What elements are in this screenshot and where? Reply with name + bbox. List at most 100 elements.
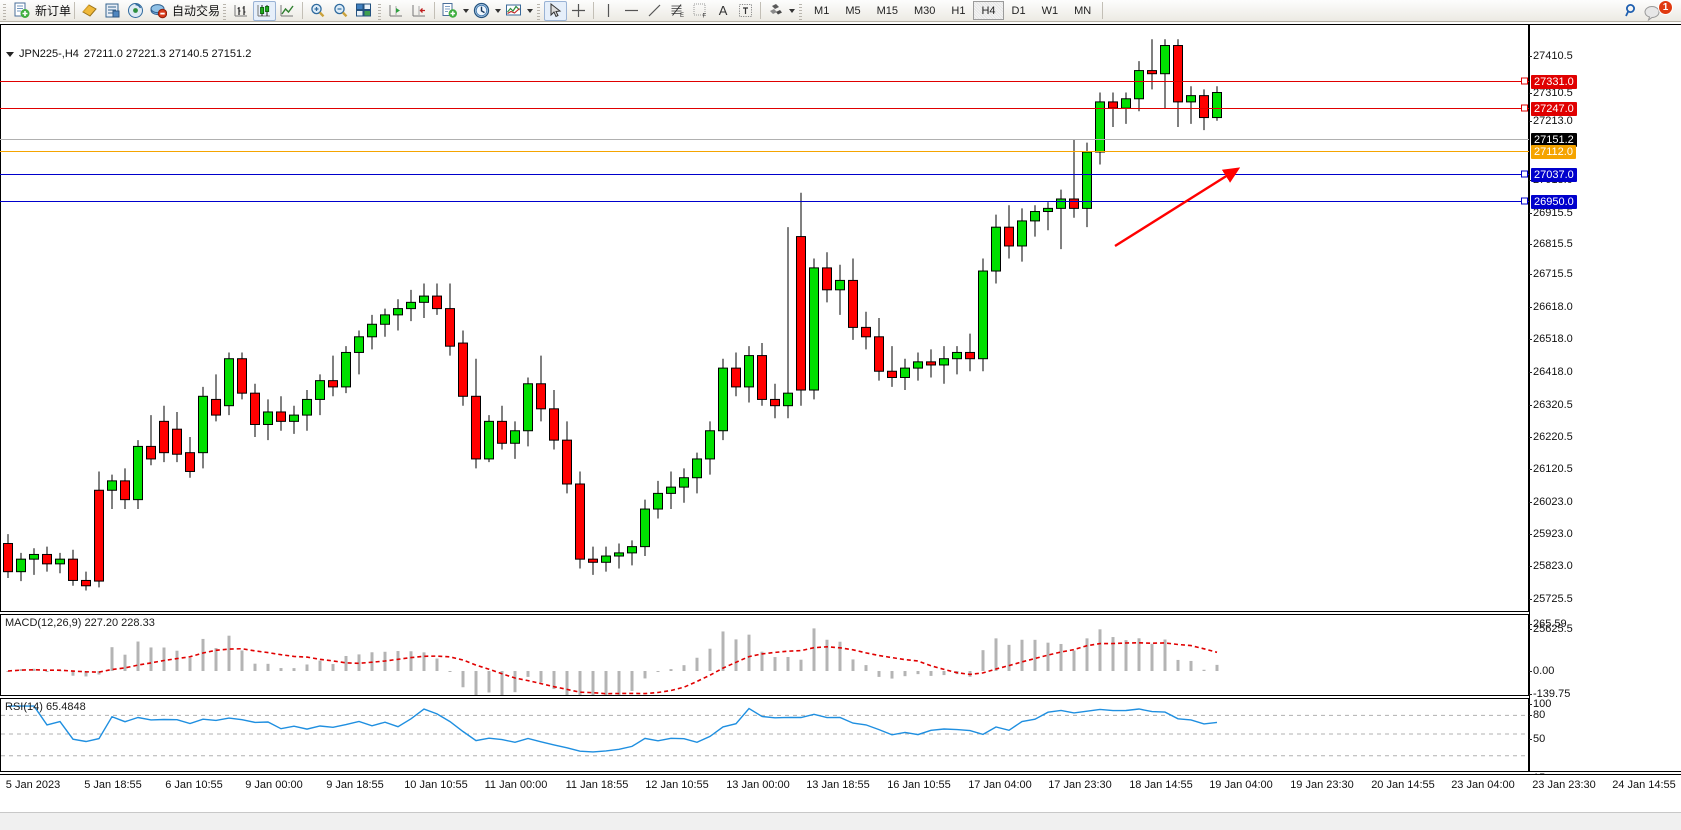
indicators-icon[interactable] — [502, 1, 525, 21]
timeframe-w1[interactable]: W1 — [1041, 4, 1059, 17]
candle — [653, 492, 663, 510]
line-27331-handle[interactable] — [1521, 77, 1528, 85]
autotrading-label[interactable]: 自动交易 — [172, 4, 221, 18]
macd-bar — [292, 668, 296, 671]
candle — [822, 267, 832, 291]
bid-level-27112[interactable]: 27112.0 — [1531, 145, 1576, 159]
navigator-icon[interactable] — [124, 1, 147, 21]
chart-symbol-header[interactable]: JPN225-,H4 27211.0 27221.3 27140.5 27151… — [6, 48, 251, 60]
tile-windows-icon[interactable] — [352, 1, 375, 21]
price-scale[interactable]: 27410.527310.527213.027013.026915.526815… — [1528, 24, 1681, 791]
horizontal-line-icon[interactable] — [620, 1, 643, 21]
text-label-icon[interactable]: A — [718, 3, 728, 18]
current-price-27151[interactable]: 27151.2 — [1531, 133, 1577, 147]
macd-pane[interactable]: MACD(12,26,9) 227.20 228.33 — [0, 614, 1529, 696]
toolbar-grip-5[interactable] — [797, 1, 805, 20]
fibonacci-icon[interactable]: E — [666, 1, 689, 21]
data-window-icon[interactable] — [101, 1, 124, 21]
new-order-label[interactable]: 新订单 — [35, 4, 72, 18]
symbol-period-label: JPN225-,H4 — [19, 48, 79, 60]
timeframe-h4[interactable]: H4 — [973, 1, 1004, 20]
price-pane[interactable] — [0, 24, 1529, 612]
line-27331[interactable] — [0, 81, 1529, 82]
new-order-button[interactable] — [10, 1, 33, 21]
candle — [1030, 211, 1040, 222]
candle — [965, 351, 975, 360]
candle — [978, 270, 988, 360]
resistance-level-27247[interactable]: 27247.0 — [1531, 102, 1577, 116]
price-tick: 26120.5 — [1529, 463, 1573, 475]
chart-area[interactable]: JPN225-,H4 27211.0 27221.3 27140.5 27151… — [0, 22, 1681, 812]
auto-scroll-icon[interactable] — [408, 1, 431, 21]
search-icon[interactable] — [1620, 1, 1643, 21]
price-tick: 26618.0 — [1529, 301, 1573, 313]
alerts-button[interactable]: 1 — [1643, 0, 1673, 21]
autotrading-icon[interactable] — [147, 1, 170, 21]
chart-shift-icon[interactable] — [385, 1, 408, 21]
zoom-in-icon[interactable] — [306, 1, 329, 21]
candle — [1212, 92, 1222, 119]
macd-bar — [929, 671, 933, 676]
templates-icon[interactable] — [438, 1, 461, 21]
vertical-line-icon[interactable] — [597, 1, 620, 21]
line-27247[interactable] — [0, 108, 1529, 109]
line-27037[interactable] — [0, 174, 1529, 175]
period-dropdown-caret[interactable] — [493, 1, 502, 21]
zoom-out-icon[interactable] — [329, 1, 352, 21]
price-tick: 25923.0 — [1529, 528, 1573, 540]
timeframe-m1[interactable]: M1 — [814, 4, 830, 17]
support-level-26950[interactable]: 26950.0 — [1531, 195, 1577, 209]
timeframe-mn[interactable]: MN — [1074, 4, 1092, 17]
crosshair-icon[interactable] — [567, 1, 590, 21]
toolbar-grip-2[interactable] — [221, 1, 229, 20]
time-scale[interactable]: 5 Jan 2023 5 Jan 18:55 6 Jan 10:55 9 Jan 00… — [0, 774, 1681, 796]
timeframe-d1[interactable]: D1 — [1011, 4, 1026, 17]
timeframe-m5[interactable]: M5 — [845, 4, 861, 17]
toolbar-grip-3[interactable] — [376, 1, 384, 20]
macd-bar — [526, 671, 530, 677]
objects-dropdown-caret[interactable] — [787, 1, 796, 21]
timeframe-h1[interactable]: H1 — [951, 4, 966, 17]
equidistant-channel-icon[interactable]: F — [689, 1, 712, 21]
price-tick: 25625.5 — [1529, 623, 1573, 635]
toolbar-grip-1[interactable] — [1, 1, 8, 20]
support-level-27037[interactable]: 27037.0 — [1531, 168, 1577, 182]
line-27112[interactable] — [0, 151, 1529, 152]
candle — [692, 458, 702, 479]
timeframe-m30[interactable]: M30 — [914, 4, 936, 17]
candle — [1186, 95, 1196, 103]
candle — [68, 558, 78, 581]
text-box-icon[interactable] — [734, 1, 757, 21]
candlestick-chart-icon[interactable] — [253, 0, 277, 21]
macd-bar — [396, 651, 400, 671]
bar-chart-icon[interactable] — [230, 1, 253, 21]
macd-bar — [19, 669, 23, 671]
toolbar-grip-4[interactable] — [535, 1, 543, 20]
period-icon[interactable] — [470, 1, 493, 21]
candle — [224, 358, 234, 407]
price-tick: 26915.5 — [1529, 207, 1573, 219]
line-27247-handle[interactable] — [1521, 104, 1528, 112]
templates-dropdown-caret[interactable] — [461, 1, 470, 21]
line-27037-handle[interactable] — [1521, 170, 1528, 178]
cursor-icon[interactable] — [544, 0, 568, 21]
rsi-pane[interactable]: RSI(14) 65.4848 — [0, 698, 1529, 772]
line-27151[interactable] — [0, 139, 1529, 140]
line-chart-icon[interactable] — [276, 1, 299, 21]
macd-bar — [578, 671, 582, 695]
expert-advisors-icon[interactable] — [78, 1, 101, 21]
trendline-icon[interactable] — [643, 1, 666, 21]
price-tick: 26418.0 — [1529, 366, 1573, 378]
candle — [887, 370, 897, 379]
line-26950-handle[interactable] — [1521, 197, 1528, 205]
macd-bar — [539, 671, 543, 683]
objects-icon[interactable] — [764, 1, 787, 21]
indicators-dropdown-caret[interactable] — [525, 1, 534, 21]
macd-bar — [721, 631, 725, 671]
candle — [640, 508, 650, 548]
chevron-down-icon[interactable] — [6, 51, 14, 57]
line-26950[interactable] — [0, 201, 1529, 202]
timeframe-m15[interactable]: M15 — [876, 4, 898, 17]
macd-bar — [357, 654, 361, 671]
resistance-level-27331[interactable]: 27331.0 — [1531, 75, 1577, 89]
